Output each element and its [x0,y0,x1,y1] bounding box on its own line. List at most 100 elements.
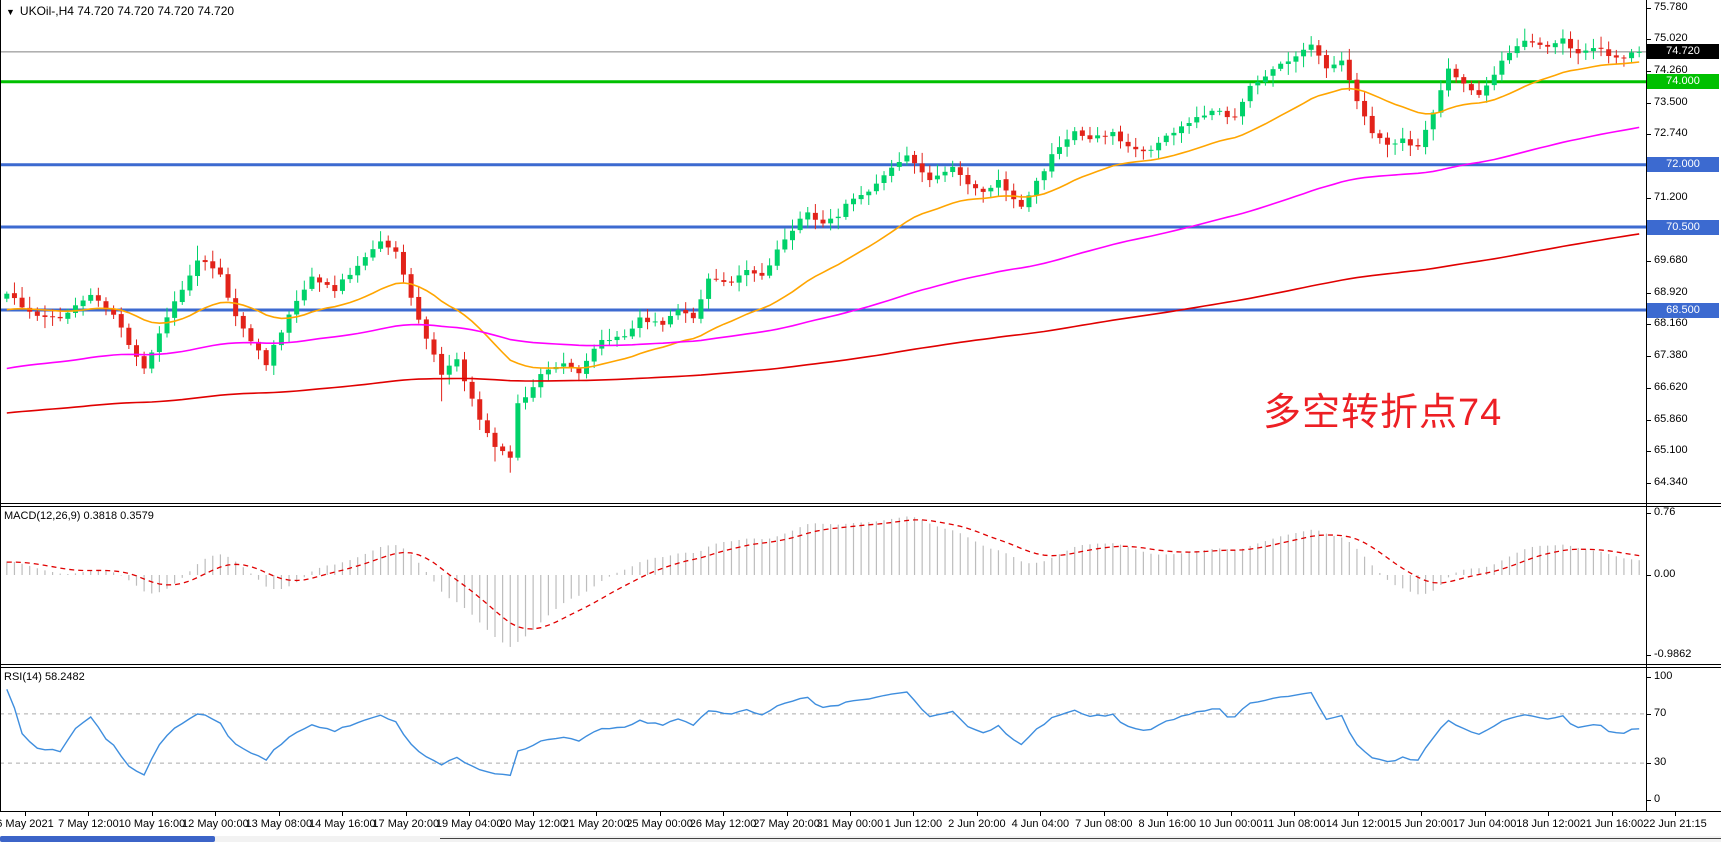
main-price-panel[interactable]: ▼ UKOil-,H4 74.720 74.720 74.720 74.720 多… [0,0,1721,503]
time-axis-tick [596,812,598,816]
macd-panel[interactable]: MACD(12,26,9) 0.3818 0.3579 0.76 0.00 -0.9… [0,506,1721,664]
price-tick-mark [1646,102,1651,104]
time-axis-label: 17 May 20:00 [372,818,440,830]
time-axis-label: 22 Jun 21:15 [1643,818,1707,830]
time-axis-label: 17 Jun 04:00 [1452,818,1517,830]
time-axis-tick [215,812,217,816]
time-axis-tick [849,812,851,816]
price-level-badge: 70.500 [1647,219,1719,235]
price-tick-mark [1646,7,1651,9]
time-axis-label: 7 Jun 08:00 [1075,818,1133,830]
price-tick-mark [1646,419,1651,421]
time-axis-tick [151,812,153,816]
price-level-badge: 72.000 [1647,157,1719,173]
price-tick-mark [1646,324,1651,326]
time-axis-tick [1484,812,1486,816]
price-tick-label: 67.380 [1654,349,1688,362]
time-axis-tick [913,812,915,816]
price-tick-label: 64.340 [1654,475,1688,488]
rsi-tick-label: 30 [1654,756,1667,769]
time-axis-label: 10 May 16:00 [118,818,186,830]
time-axis-tick [25,812,26,816]
price-tick-label: 66.620 [1654,381,1688,394]
rsi-label: RSI(14) 58.2482 [4,671,85,683]
price-level-badge: 74.720 [1647,44,1719,60]
time-axis-tick [278,812,280,816]
scrollbar-track-line [440,838,1721,839]
time-axis-label: 21 May 20:00 [562,818,630,830]
price-tick-mark [1646,261,1651,263]
price-tick-label: 75.780 [1654,0,1688,13]
horizontal-scrollbar [0,836,1721,842]
time-axis-tick [1421,812,1423,816]
time-axis-label: 19 May 04:00 [435,818,503,830]
time-axis-tick [342,812,344,816]
price-tick-mark [1646,134,1651,136]
macd-tick-mark [1646,655,1651,657]
price-tick-label: 68.920 [1654,285,1688,298]
rsi-panel[interactable]: RSI(14) 58.2482 100 70 30 0 [0,668,1721,811]
time-axis-tick [1294,812,1296,816]
rsi-canvas[interactable] [0,668,1721,811]
price-tick-label: 74.260 [1654,63,1688,76]
rsi-tick-mark [1646,713,1651,715]
ma-fast-line [6,61,1640,369]
time-axis-label: 14 May 16:00 [308,818,376,830]
rsi-tick-mark [1646,763,1651,765]
macd-tick-mark [1646,575,1651,576]
time-axis-tick [532,812,534,816]
rsi-tick-mark [1646,677,1651,678]
time-axis-label: 13 May 08:00 [245,818,313,830]
rsi-tick-label: 100 [1654,670,1673,682]
time-axis-label: 10 Jun 00:00 [1198,818,1263,830]
macd-tick-mark [1646,513,1651,515]
time-axis-tick [1548,812,1550,816]
price-level-badge: 68.500 [1647,302,1719,318]
time-axis-label: 20 May 12:00 [499,818,566,830]
rsi-line [6,689,1640,777]
time-axis-label: 1 Jun 12:00 [884,818,943,830]
time-axis-label: 15 Jun 20:00 [1389,818,1453,830]
price-chart-canvas[interactable] [0,0,1721,503]
rsi-tick-label: 0 [1654,793,1661,805]
time-axis-tick [469,812,471,816]
time-axis[interactable]: 6 May 2021 7 May 12:00 10 May 16:00 12 May … [0,812,1721,836]
price-tick-mark [1646,39,1651,41]
time-axis-label: 12 May 00:00 [182,818,249,830]
time-axis-tick [1611,812,1613,816]
time-axis-tick [1230,812,1232,816]
time-axis-label: 8 Jun 16:00 [1138,818,1197,830]
time-axis-tick [1357,812,1359,816]
time-axis-tick [976,812,978,816]
macd-signal-line [6,519,1640,630]
symbol-dropdown-icon[interactable]: ▼ [6,7,15,17]
symbol-info: ▼ UKOil-,H4 74.720 74.720 74.720 74.720 [6,4,234,18]
time-axis-label: 31 May 00:00 [816,818,884,830]
time-axis-label: 4 Jun 04:00 [1011,818,1070,830]
price-tick-label: 72.740 [1654,127,1688,140]
time-axis-tick [405,812,407,816]
price-tick-label: 73.500 [1654,95,1688,108]
time-axis-tick [1040,812,1042,816]
scrollbar-thumb[interactable] [0,836,215,842]
time-axis-tick [723,812,725,816]
candles-layer [4,28,1642,473]
panel-separator-main-macd[interactable] [0,503,1721,507]
symbol-info-text: UKOil-,H4 74.720 74.720 74.720 74.720 [19,4,235,18]
time-axis-label: 18 Jun 12:00 [1516,818,1580,830]
price-tick-label: 65.100 [1654,444,1688,457]
time-axis-label: 21 Jun 16:00 [1579,818,1644,830]
time-axis-label: 2 Jun 20:00 [948,818,1006,830]
panel-separator-macd-rsi[interactable] [0,664,1721,668]
time-axis-label: 27 May 20:00 [753,818,820,830]
macd-histogram-layer [6,516,1640,647]
time-axis-label: 6 May 2021 [0,818,54,830]
price-tick-mark [1646,292,1651,294]
time-axis-label: 11 Jun 08:00 [1262,818,1326,830]
time-axis-tick [1103,812,1105,816]
time-axis-tick [88,812,90,816]
price-tick-label: 69.680 [1654,254,1688,267]
time-axis-border [0,811,1721,812]
macd-canvas[interactable] [0,507,1721,664]
